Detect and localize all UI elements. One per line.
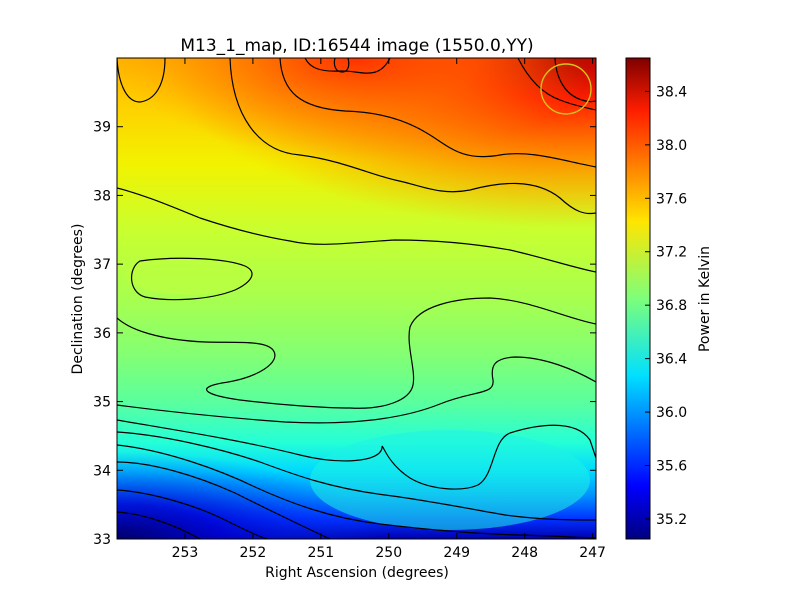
x-tick-label: 247 <box>579 545 606 561</box>
colorbar <box>625 57 651 540</box>
colorbar-tick-label: 36.4 <box>656 352 687 368</box>
x-axis-label: Right Ascension (degrees) <box>265 565 449 581</box>
beam-marker <box>540 63 592 115</box>
y-axis-label: Declination (degrees) <box>70 224 86 375</box>
colorbar-tick-label: 37.2 <box>656 245 687 261</box>
y-tick-label: 36 <box>93 326 111 342</box>
colorbar-tick-label: 35.6 <box>656 459 687 475</box>
x-axis: 253 252 251 250 249 248 247 <box>172 58 606 561</box>
chart-title: M13_1_map, ID:16544 image (1550.0,YY) <box>180 36 533 56</box>
x-tick-label: 253 <box>172 545 199 561</box>
x-tick-label: 252 <box>240 545 267 561</box>
x-tick-label: 250 <box>375 545 402 561</box>
colorbar-label: Power in Kelvin <box>697 246 713 352</box>
colorbar-tick-label: 36.8 <box>656 298 687 314</box>
y-tick-label: 38 <box>93 188 111 204</box>
y-tick-label: 37 <box>93 257 111 273</box>
colorbar-tick-label: 38.0 <box>656 138 687 154</box>
colorbar-tick-label: 37.6 <box>656 191 687 207</box>
x-tick-label: 249 <box>443 545 470 561</box>
y-tick-label: 34 <box>93 463 111 479</box>
y-tick-label: 33 <box>93 532 111 548</box>
colorbar-tick-label: 36.0 <box>656 405 687 421</box>
x-tick-label: 251 <box>307 545 334 561</box>
y-tick-label: 39 <box>93 120 111 136</box>
contour-lines <box>117 58 596 539</box>
plot-frame <box>116 57 597 540</box>
colorbar-ticks: 35.2 35.6 36.0 36.4 36.8 37.2 37.6 38.0 38.4 <box>645 84 687 528</box>
y-tick-label: 35 <box>93 395 111 411</box>
colorbar-tick-label: 38.4 <box>656 84 687 100</box>
y-axis: 33 34 35 36 37 38 39 <box>93 120 596 548</box>
colorbar-tick-label: 35.2 <box>656 512 687 528</box>
heatmap-image <box>117 58 596 539</box>
x-tick-label: 248 <box>511 545 538 561</box>
